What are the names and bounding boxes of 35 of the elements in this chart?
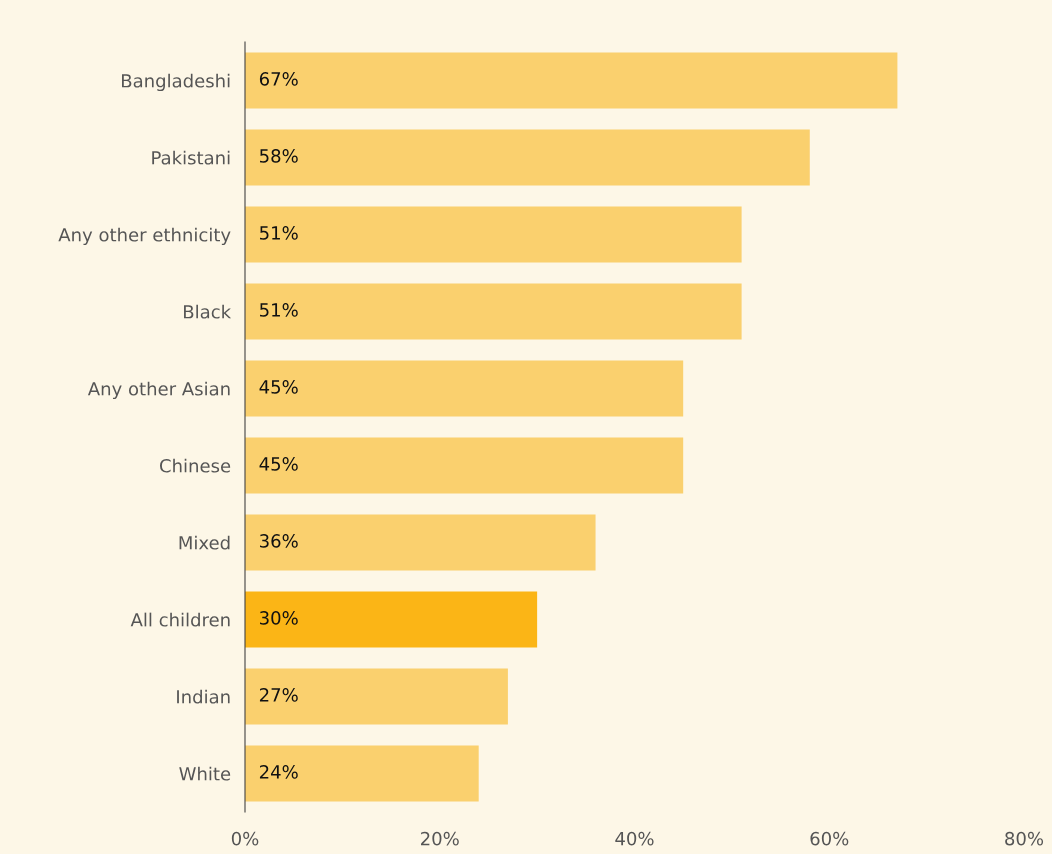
data-label: 51% (260, 303, 298, 317)
bar (245, 283, 742, 340)
y-tick-label: White (179, 766, 231, 781)
y-tick-label: Any other ethnicity (58, 227, 231, 246)
x-tick-label: 40% (615, 831, 654, 846)
bar (245, 52, 898, 109)
data-label: 67% (259, 72, 298, 86)
bar (245, 668, 508, 725)
bar (245, 745, 479, 802)
bar (245, 437, 684, 494)
bar (245, 206, 742, 263)
y-tick-label: Indian (177, 689, 230, 704)
data-label: 36% (260, 534, 298, 548)
data-label: 30% (260, 611, 298, 625)
x-tick-label: 80% (1005, 831, 1044, 846)
x-tick-label: 20% (421, 831, 459, 846)
data-label: 45% (259, 380, 298, 394)
data-label: 51% (260, 226, 298, 240)
x-tick-label: 0% (231, 831, 259, 846)
data-label: 58% (260, 149, 298, 163)
bar (245, 129, 810, 186)
y-tick-label: Chinese (159, 458, 231, 473)
x-tick-label: 60% (810, 831, 849, 846)
data-label: 24% (259, 765, 298, 779)
bar (245, 591, 538, 648)
y-tick-label: Any other Asian (87, 381, 230, 400)
data-label: 45% (259, 457, 298, 471)
bar (245, 514, 596, 571)
data-label: 27% (259, 688, 298, 702)
y-tick-label: Pakistani (152, 150, 230, 165)
bar (245, 360, 684, 417)
y-tick-label: All children (130, 612, 230, 627)
y-tick-label: Mixed (179, 535, 230, 550)
y-tick-label: Bangladeshi (122, 73, 230, 92)
y-tick-label: Black (184, 304, 232, 319)
